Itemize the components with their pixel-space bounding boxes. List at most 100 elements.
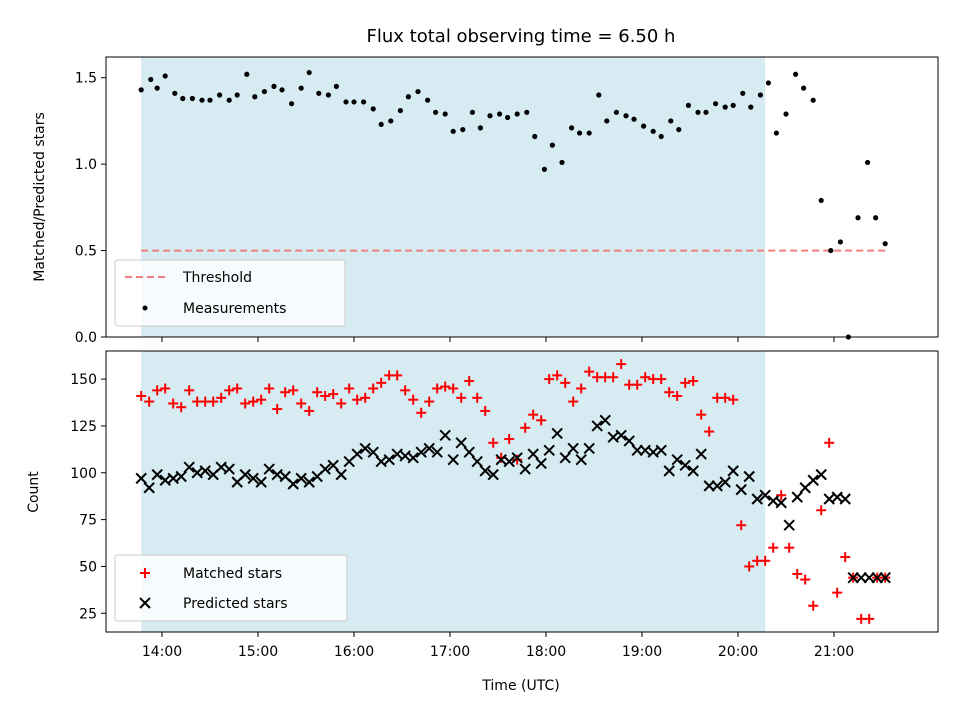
matched-stars-point <box>360 392 371 403</box>
x-tick-label: 14:00 <box>142 644 182 660</box>
measurement-point <box>569 125 575 131</box>
measurement-point <box>773 130 780 136</box>
matched-stars-point <box>392 370 403 381</box>
measurement-point <box>388 118 394 124</box>
predicted-stars-point <box>879 571 891 584</box>
measurement-point <box>180 95 186 102</box>
measurement-point <box>162 73 168 79</box>
matched-stars-point <box>576 383 587 394</box>
matched-stars-point <box>512 454 523 465</box>
measurement-point <box>532 133 538 140</box>
predicted-stars-point <box>839 493 851 505</box>
predicted-stars-point <box>143 482 155 494</box>
predicted-stars-point <box>663 465 675 477</box>
predicted-stars-point <box>583 442 595 455</box>
matched-stars-point <box>224 385 235 396</box>
measurement-point <box>497 111 503 117</box>
predicted-stars-point <box>623 435 635 447</box>
matched-stars-point <box>432 383 443 394</box>
predicted-stars-series <box>135 414 891 584</box>
predicted-stars-point <box>335 468 347 481</box>
matched-stars-point <box>704 426 715 437</box>
measurement-point <box>783 111 789 117</box>
predicted-stars-point <box>599 414 611 427</box>
count-panel-frame <box>105 350 939 633</box>
matched-stars-point <box>168 398 179 409</box>
measurement-point <box>801 85 807 91</box>
measurement-point <box>425 97 431 103</box>
legend-matched-label: Matched stars <box>183 566 282 582</box>
matched-stars-point <box>248 396 259 407</box>
predicted-stars-point <box>199 465 211 477</box>
predicted-stars-point <box>719 476 731 488</box>
y-tick-label: 100 <box>70 466 97 482</box>
measurement-point <box>279 87 285 93</box>
predicted-stars-point <box>423 442 435 455</box>
matched-stars-point <box>528 409 539 420</box>
predicted-stars-point <box>543 444 555 456</box>
ratio-panel-ylabel: Matched/Predicted stars <box>32 112 48 282</box>
measurement-point <box>148 76 154 83</box>
count-panel-legend: Matched stars Predicted stars <box>114 554 348 622</box>
matched-stars-point <box>608 372 619 383</box>
matched-stars-point <box>864 613 875 624</box>
matched-stars-point <box>144 396 155 407</box>
matched-stars-point <box>616 359 627 370</box>
measurement-point <box>641 123 647 129</box>
predicted-stars-point <box>463 446 475 458</box>
measurement-point <box>199 97 205 103</box>
predicted-stars-point <box>551 427 563 440</box>
predicted-stars-point <box>287 478 299 490</box>
matched-stars-point <box>696 409 707 420</box>
predicted-stars-point <box>567 442 579 455</box>
matched-stars-point <box>256 394 267 405</box>
x-tick-label: 21:00 <box>814 644 854 660</box>
x-tick-label: 18:00 <box>526 644 566 660</box>
predicted-stars-point <box>759 489 771 501</box>
measurement-point <box>882 241 888 247</box>
matched-stars-point <box>552 370 563 381</box>
predicted-stars-point <box>503 455 515 468</box>
measurement-point <box>351 99 357 105</box>
measurement-point <box>765 80 772 86</box>
matched-stars-point <box>408 394 419 405</box>
ratio-panel-frame <box>105 56 939 338</box>
measurement-point <box>713 101 719 107</box>
matched-stars-point <box>328 389 339 400</box>
measurement-point <box>370 106 376 112</box>
measurement-point <box>154 85 160 91</box>
y-tick-label: 0.5 <box>75 244 97 260</box>
matched-stars-point <box>416 407 427 418</box>
measurement-point <box>316 90 322 96</box>
legend-predicted-swatch <box>139 597 151 609</box>
matched-stars-point <box>832 587 843 598</box>
predicted-stars-point <box>351 448 363 460</box>
matched-stars-point <box>776 490 787 501</box>
predicted-stars-point <box>223 463 235 475</box>
measurement-point <box>685 102 692 108</box>
predicted-stars-point <box>727 465 739 477</box>
matched-stars-point <box>784 542 795 553</box>
measurement-point <box>757 92 764 98</box>
predicted-stars-point <box>695 448 707 460</box>
predicted-stars-point <box>671 453 683 466</box>
matched-stars-point <box>464 375 475 386</box>
measurement-point <box>477 125 483 131</box>
predicted-stars-point <box>783 519 795 531</box>
predicted-stars-point <box>687 465 699 477</box>
measurement-point <box>703 109 709 115</box>
predicted-stars-point <box>367 446 379 458</box>
matched-stars-point <box>768 542 779 553</box>
predicted-stars-point <box>807 474 819 486</box>
x-tick-label: 15:00 <box>238 644 278 660</box>
predicted-stars-point <box>679 459 691 471</box>
y-tick-label: 50 <box>79 559 97 575</box>
measurement-point <box>505 114 511 121</box>
chart-title: Flux total observing time = 6.50 h <box>367 26 676 47</box>
predicted-stars-point <box>511 452 523 464</box>
measurement-point <box>722 104 728 110</box>
predicted-stars-point <box>487 468 499 481</box>
matched-stars-point <box>632 379 643 390</box>
measurement-point <box>244 71 250 77</box>
measurement-point <box>189 95 195 102</box>
